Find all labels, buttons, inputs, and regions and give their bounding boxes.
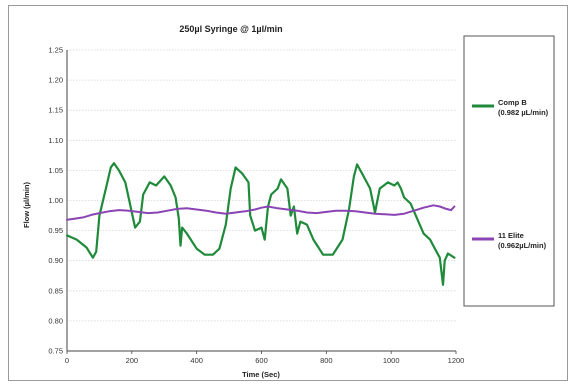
- chart-figure: 0.75 0.80 0.85 0.90 0.95 1.00 1.05 1.10 1.15 1.20…: [8, 5, 568, 381]
- y-axis-label: Flow (µl/min): [22, 182, 31, 228]
- axes: [66, 50, 457, 354]
- y-tick-label: 1.05: [48, 166, 63, 175]
- legend-label-11-elite: 11 Elite: [498, 231, 524, 240]
- y-tick-labels: 0.75 0.80 0.85 0.90 0.95 1.00 1.05 1.10 1.15 1.20…: [48, 46, 63, 356]
- y-tick-label: 1.00: [48, 196, 63, 205]
- legend: Comp B (0.982 µL/min) 11 Elite (0.962µL/…: [463, 35, 555, 307]
- series-line-comp-b: [65, 162, 456, 286]
- legend-box: [463, 35, 555, 307]
- chart-title: 250µl Syringe @ 1µl/min: [179, 24, 282, 34]
- x-axis-label: Time (Sec): [242, 370, 280, 379]
- y-tick-label: 1.15: [48, 106, 63, 115]
- series-line-11-elite: [66, 204, 456, 221]
- x-tick-label: 600: [255, 356, 268, 365]
- x-tick-label: 200: [126, 356, 139, 365]
- y-tick-label: 0.90: [48, 256, 63, 265]
- legend-label-comp-b: Comp B: [498, 98, 527, 107]
- x-tick-label: 0: [65, 356, 69, 365]
- y-tick-label: 1.25: [48, 46, 63, 55]
- chart-svg: 0.75 0.80 0.85 0.90 0.95 1.00 1.05 1.10 1.15 1.20…: [22, 24, 555, 379]
- x-tick-label: 800: [320, 356, 333, 365]
- y-tick-label: 0.85: [48, 286, 63, 295]
- series-lines: [65, 162, 456, 286]
- y-tick-label: 0.80: [48, 316, 63, 325]
- x-tick-labels: 0 200 400 600 800 1000 1200: [65, 356, 464, 365]
- x-tick-label: 400: [190, 356, 203, 365]
- x-tick-label: 1000: [383, 356, 400, 365]
- legend-value-11-elite: (0.962µL/min): [498, 241, 547, 250]
- x-tick-label: 1200: [448, 356, 465, 365]
- legend-value-comp-b: (0.982 µL/min): [498, 108, 549, 117]
- y-tick-label: 1.20: [48, 76, 63, 85]
- gridlines: [67, 49, 456, 322]
- y-tick-label: 1.10: [48, 136, 63, 145]
- y-tick-label: 0.95: [48, 226, 63, 235]
- y-tick-label: 0.75: [48, 347, 63, 356]
